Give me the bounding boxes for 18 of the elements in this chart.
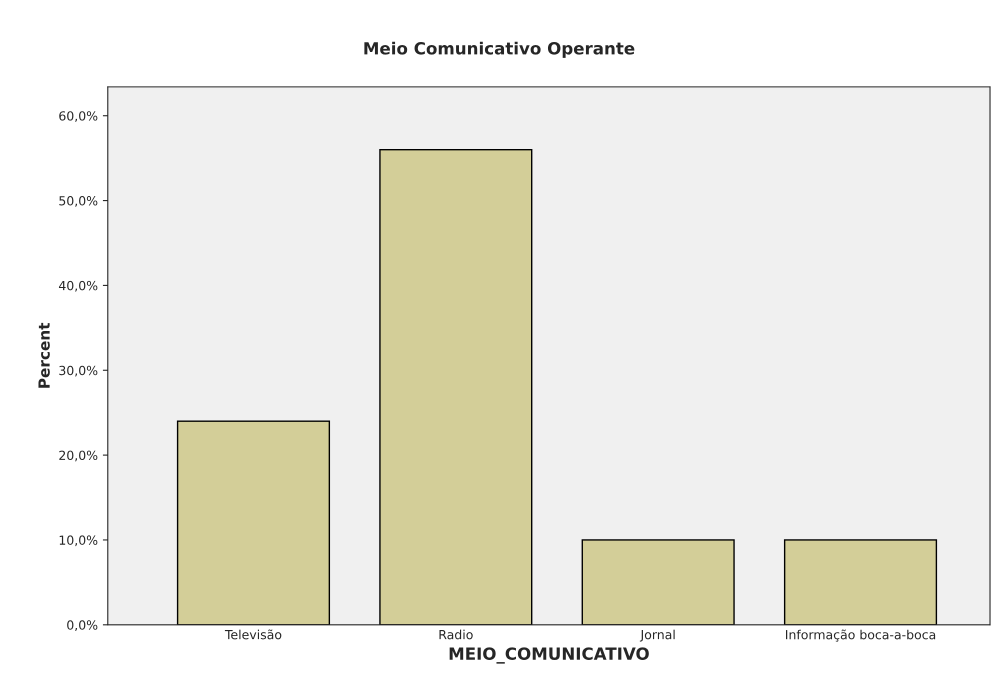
y-tick-label: 20,0% (59, 450, 98, 462)
y-tick-label: 0,0% (67, 620, 98, 632)
bar (784, 539, 938, 625)
y-tick-label: 60,0% (59, 111, 98, 122)
x-tick-label: Informação boca-a-boca (786, 629, 936, 642)
x-axis-title: MEIO_COMUNICATIVO (450, 647, 649, 664)
bar (176, 420, 330, 625)
x-tick-label: Radio (439, 630, 473, 640)
x-tick-label: Televisão (224, 629, 282, 640)
bar (379, 148, 532, 625)
y-tick-label: 30,0% (59, 366, 98, 376)
y-tick-label: 50,0% (59, 196, 98, 207)
y-tick-label: 40,0% (58, 280, 98, 292)
y-tick-label: 10,0% (60, 535, 98, 546)
chart-title: Meio Comunicativo Operante (364, 42, 634, 58)
x-tick-label: Jornal (640, 630, 675, 642)
y-axis-title: Percent (38, 322, 50, 388)
bar (582, 539, 735, 625)
